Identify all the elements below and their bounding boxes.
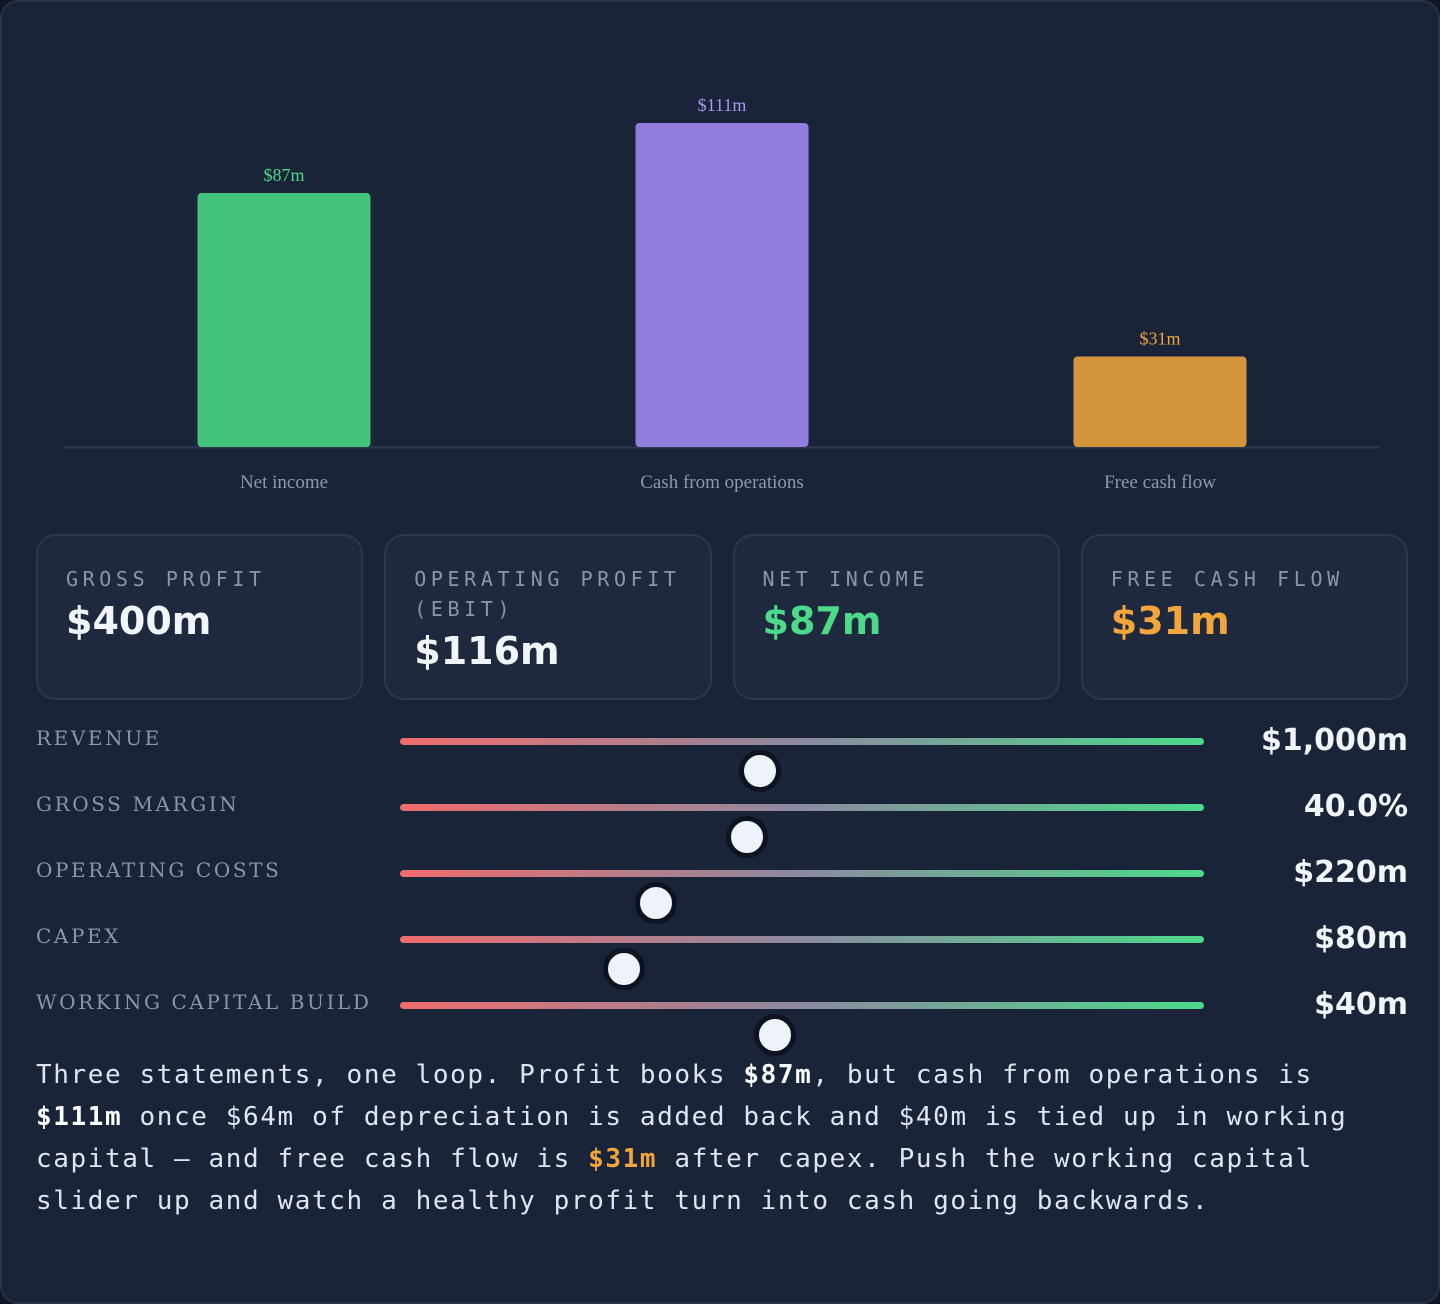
input-sliders: Revenue $1,000m Gross margin 40.0% Opera… — [36, 708, 1408, 1056]
slider-label: Operating costs — [36, 858, 282, 882]
stat-cards: Gross profit $400m Operating profit (EBI… — [36, 534, 1408, 700]
card-operating-profit: Operating profit (EBIT) $116m — [384, 534, 712, 700]
slider-working-capital-build: Working capital build $40m — [36, 972, 1408, 1056]
bar-free-cash-flow — [1073, 356, 1247, 447]
slider-label: Gross margin — [36, 792, 240, 816]
slider-track[interactable] — [400, 804, 1204, 858]
slider-value: $40m — [1314, 987, 1408, 1022]
slider-thumb[interactable] — [739, 750, 782, 792]
slider-track[interactable] — [400, 738, 1204, 792]
card-value: $400m — [66, 599, 212, 643]
slider-capex: Capex $80m — [36, 906, 1408, 990]
bar-cash-from-operations — [635, 123, 809, 447]
card-net-income: Net income $87m — [732, 534, 1060, 700]
slider-track[interactable] — [400, 1002, 1204, 1056]
summary-text: Three statements, one loop. Profit books… — [36, 1054, 1396, 1222]
category-label: Cash from operations — [640, 472, 804, 493]
bar-value-label: $31m — [1139, 329, 1180, 349]
summary-part: Three statements, one loop. Profit books — [36, 1060, 744, 1090]
category-label: Net income — [240, 472, 328, 493]
slider-gross-margin: Gross margin 40.0% — [36, 774, 1408, 858]
slider-revenue: Revenue $1,000m — [36, 708, 1408, 792]
slider-thumb[interactable] — [754, 1014, 797, 1056]
bar-value-label: $111m — [698, 95, 747, 115]
card-label: Operating profit (EBIT) — [414, 567, 681, 621]
slider-value: 40.0% — [1303, 789, 1408, 824]
slider-value: $80m — [1314, 921, 1408, 956]
summary-net-income: $87m — [743, 1060, 813, 1090]
slider-label: Revenue — [36, 726, 162, 750]
category-label: Free cash flow — [1104, 472, 1216, 493]
card-label: Net income — [762, 567, 929, 591]
card-label: Gross profit — [66, 567, 266, 591]
slider-label: Working capital build — [36, 990, 372, 1014]
card-free-cash-flow: Free cash flow $31m — [1080, 534, 1408, 700]
card-gross-profit: Gross profit $400m — [36, 534, 364, 700]
slider-thumb[interactable] — [602, 948, 645, 990]
slider-label: Capex — [36, 924, 122, 948]
bar-chart-svg: $87m Net income $111m Cash from operations $… — [64, 95, 1380, 493]
slider-track[interactable] — [400, 870, 1204, 924]
card-label: Free cash flow — [1110, 567, 1344, 591]
slider-track[interactable] — [400, 936, 1204, 990]
summary-fcf: $31m — [588, 1144, 658, 1174]
card-value: $116m — [414, 629, 560, 673]
summary-part: after capex. Push the working capital sl… — [36, 1144, 1313, 1216]
slider-thumb[interactable] — [634, 882, 677, 924]
cash-flow-bar-chart: $87m Net income $111m Cash from operations $… — [2, 2, 1440, 512]
summary-cfo: $111m — [36, 1102, 123, 1132]
bar-value-label: $87m — [263, 165, 304, 185]
slider-value: $220m — [1293, 855, 1408, 890]
slider-value: $1,000m — [1260, 723, 1408, 758]
card-value: $31m — [1110, 599, 1230, 643]
card-value: $87m — [762, 599, 882, 643]
slider-operating-costs: Operating costs $220m — [36, 840, 1408, 924]
bar-net-income — [197, 193, 371, 447]
summary-part: once $64m of depreciation is added back … — [36, 1102, 1348, 1174]
slider-thumb[interactable] — [726, 816, 769, 858]
summary-part: , but cash from operations is — [812, 1060, 1313, 1090]
